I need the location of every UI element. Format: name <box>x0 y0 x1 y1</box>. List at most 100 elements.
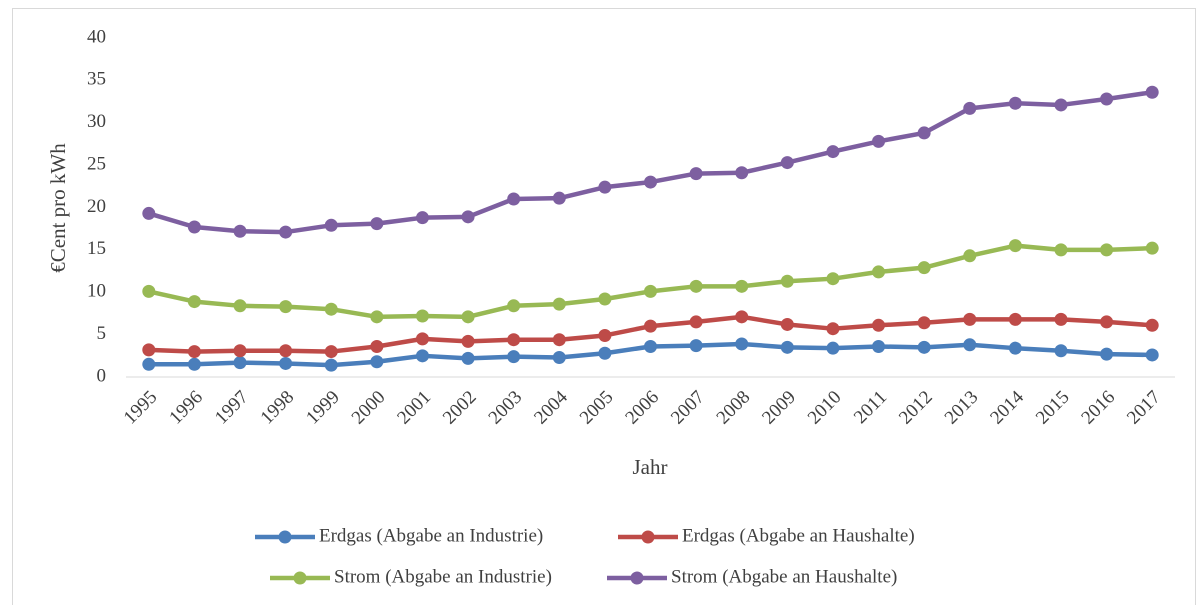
marker <box>187 295 201 309</box>
marker <box>507 299 521 313</box>
marker <box>415 309 429 323</box>
x-tick-label: 2001 <box>393 387 435 429</box>
x-tick-label: 1998 <box>257 387 299 429</box>
y-tick-label: 35 <box>87 69 106 90</box>
marker <box>461 210 475 224</box>
marker <box>1145 318 1159 332</box>
line <box>148 90 1153 235</box>
marker <box>1054 98 1068 112</box>
y-tick-label: 30 <box>87 111 106 132</box>
x-tick-label: 2017 <box>1123 387 1165 429</box>
marker <box>780 274 794 288</box>
x-tick-label: 2011 <box>850 387 891 428</box>
marker <box>644 319 657 333</box>
marker <box>187 345 201 359</box>
marker <box>324 302 338 316</box>
x-tick-label: 2013 <box>941 387 983 429</box>
marker <box>598 346 612 360</box>
marker <box>826 145 840 159</box>
x-tick-label: 2005 <box>576 387 618 429</box>
marker <box>233 344 247 358</box>
marker <box>963 338 977 352</box>
marker <box>187 357 201 371</box>
marker <box>917 261 931 275</box>
marker <box>735 310 749 324</box>
marker <box>689 279 703 293</box>
marker <box>735 337 749 351</box>
marker <box>279 344 293 358</box>
marker <box>689 315 703 329</box>
marker <box>507 333 521 347</box>
y-tick-label: 40 <box>87 26 106 47</box>
marker <box>917 316 931 330</box>
marker <box>1100 92 1114 106</box>
marker <box>689 339 703 353</box>
x-tick-label: 1995 <box>120 387 162 429</box>
marker <box>370 355 384 369</box>
marker <box>279 300 293 314</box>
y-tick-label: 15 <box>87 238 106 259</box>
x-axis-label: Jahr <box>633 455 668 479</box>
marker <box>1145 85 1159 99</box>
y-tick-label: 10 <box>87 281 106 302</box>
marker <box>1008 341 1022 355</box>
marker <box>872 265 886 279</box>
y-tick-label: 5 <box>97 323 107 344</box>
x-tick-label: 2014 <box>986 386 1028 428</box>
marker <box>415 211 429 225</box>
x-tick-label: 2016 <box>1077 387 1119 429</box>
legend-label: Erdgas (Abgabe an Haushalte) <box>682 525 915 546</box>
legend-marker <box>293 571 307 585</box>
marker <box>780 340 794 354</box>
marker <box>917 340 931 354</box>
marker <box>1054 312 1068 326</box>
x-tick-label: 2004 <box>530 386 572 428</box>
marker <box>552 351 566 365</box>
legend-label: Strom (Abgabe an Industrie) <box>334 566 552 587</box>
marker <box>1100 243 1114 257</box>
marker <box>963 249 977 263</box>
marker <box>780 317 794 331</box>
y-tick-label: 25 <box>87 153 106 174</box>
x-tick-label: 1999 <box>302 387 344 429</box>
marker <box>279 225 293 239</box>
x-tick-label: 2012 <box>895 387 937 429</box>
x-tick-label: 2010 <box>804 387 846 429</box>
marker <box>552 191 566 205</box>
marker <box>324 358 338 372</box>
marker <box>735 166 749 180</box>
marker <box>963 101 977 115</box>
marker <box>142 206 156 220</box>
x-tick-label: 2015 <box>1032 387 1074 429</box>
marker <box>735 279 749 293</box>
marker <box>1100 347 1114 361</box>
marker <box>1054 344 1068 358</box>
x-tick-label: 2009 <box>758 387 800 429</box>
marker <box>552 297 566 311</box>
y-tick-label: 20 <box>87 196 106 217</box>
marker <box>233 356 247 370</box>
marker <box>1054 243 1068 257</box>
y-axis-label: €Cent pro kWh <box>46 143 70 273</box>
marker <box>370 310 384 324</box>
marker <box>1008 239 1022 253</box>
chart-border <box>12 8 1196 605</box>
y-tick-label: 0 <box>97 365 107 386</box>
x-tick-label: 2003 <box>485 387 527 429</box>
legend-marker <box>641 530 655 544</box>
marker <box>780 156 794 170</box>
marker <box>872 134 886 148</box>
marker <box>1100 315 1114 329</box>
marker <box>872 318 886 332</box>
marker <box>415 349 429 363</box>
x-tick-label: 2007 <box>667 387 709 429</box>
marker <box>324 218 338 232</box>
line <box>148 243 1153 320</box>
marker <box>1008 96 1022 110</box>
marker <box>1145 241 1159 255</box>
marker <box>142 284 156 298</box>
marker <box>461 334 475 348</box>
marker <box>1008 312 1022 326</box>
marker <box>370 217 384 231</box>
marker <box>187 220 201 234</box>
